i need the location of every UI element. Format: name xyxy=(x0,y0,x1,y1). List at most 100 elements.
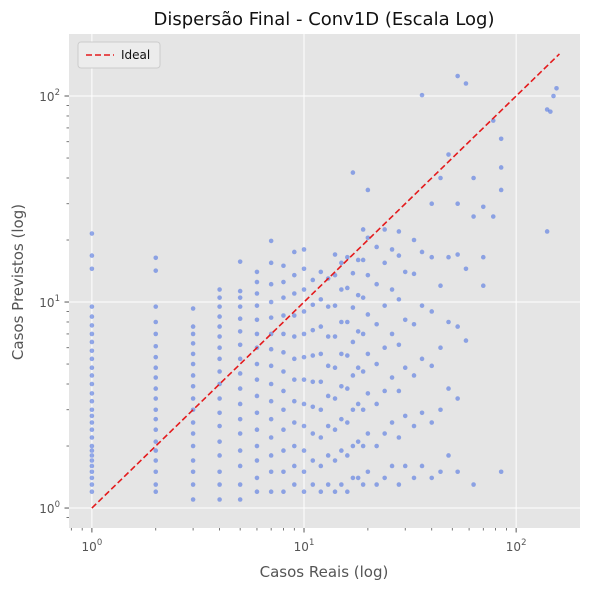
data-point xyxy=(360,295,366,300)
data-point xyxy=(355,292,361,298)
data-point xyxy=(301,287,307,292)
data-point xyxy=(355,401,361,407)
data-point xyxy=(153,304,159,309)
data-point xyxy=(318,379,324,385)
data-point xyxy=(89,266,95,272)
data-point xyxy=(332,303,338,308)
data-point xyxy=(318,324,324,329)
data-point xyxy=(217,295,222,300)
data-point xyxy=(480,204,486,210)
data-point xyxy=(153,365,159,370)
data-point xyxy=(438,283,443,289)
data-point xyxy=(89,231,95,236)
data-point xyxy=(301,247,307,252)
data-point xyxy=(310,482,316,487)
data-point xyxy=(498,469,504,475)
data-point xyxy=(190,497,196,502)
data-point xyxy=(350,407,356,413)
data-point xyxy=(153,458,159,463)
data-point xyxy=(237,295,243,300)
data-point xyxy=(339,351,344,357)
data-point xyxy=(429,201,435,207)
data-point xyxy=(365,187,371,193)
data-point xyxy=(89,469,95,475)
data-point xyxy=(281,448,286,453)
data-point xyxy=(190,361,196,367)
data-point xyxy=(190,306,196,311)
data-point xyxy=(360,443,366,449)
data-point xyxy=(325,334,331,339)
data-point xyxy=(551,93,556,99)
data-point xyxy=(318,351,324,357)
data-point xyxy=(365,312,371,317)
data-point xyxy=(498,136,504,142)
data-point xyxy=(281,427,286,433)
data-point xyxy=(396,297,402,302)
data-point xyxy=(471,482,476,487)
data-point xyxy=(429,309,435,314)
data-point xyxy=(217,334,222,339)
data-point xyxy=(446,152,451,157)
data-point xyxy=(350,305,356,310)
data-point xyxy=(374,321,379,327)
data-point xyxy=(345,489,350,495)
data-point xyxy=(268,238,274,244)
data-point xyxy=(153,482,159,487)
data-point xyxy=(345,319,350,325)
data-point xyxy=(254,393,260,399)
data-point xyxy=(89,458,95,463)
x-tick-exponent: 1 xyxy=(309,538,314,548)
data-point xyxy=(355,439,361,444)
data-point xyxy=(153,416,159,422)
data-point xyxy=(325,363,331,369)
data-point xyxy=(345,353,350,358)
data-point xyxy=(281,263,286,269)
data-point xyxy=(455,324,460,329)
data-point xyxy=(190,351,196,357)
data-point xyxy=(217,345,222,351)
data-point xyxy=(345,386,350,391)
data-point xyxy=(153,354,159,360)
data-point xyxy=(268,398,274,404)
y-tick-base: 10 xyxy=(39,502,54,516)
data-point xyxy=(402,413,408,419)
data-point xyxy=(396,229,402,234)
data-point xyxy=(268,346,274,352)
data-point xyxy=(217,314,222,319)
data-point xyxy=(190,443,196,449)
data-point xyxy=(254,317,260,323)
data-point xyxy=(339,383,344,389)
data-point xyxy=(254,303,260,308)
data-point xyxy=(292,463,297,469)
data-point xyxy=(153,448,159,453)
data-point xyxy=(332,334,338,339)
data-point xyxy=(217,482,222,487)
data-point xyxy=(365,235,371,241)
data-point xyxy=(554,86,559,91)
data-point xyxy=(217,304,222,309)
data-point xyxy=(190,420,196,425)
data-point xyxy=(402,269,408,275)
data-point xyxy=(345,285,350,291)
data-point xyxy=(281,407,286,413)
data-point xyxy=(89,331,95,337)
data-point xyxy=(268,453,274,458)
data-point xyxy=(281,313,286,318)
data-point xyxy=(325,482,331,487)
data-point xyxy=(310,404,316,410)
data-point xyxy=(292,356,297,362)
data-point xyxy=(153,268,159,273)
data-point xyxy=(480,283,486,289)
legend-label: Ideal xyxy=(121,48,150,62)
data-point xyxy=(411,423,417,429)
legend-box xyxy=(77,41,161,69)
data-point xyxy=(411,237,417,243)
data-point xyxy=(281,350,286,355)
data-point xyxy=(190,469,196,475)
data-point xyxy=(365,351,371,357)
data-point xyxy=(292,482,297,487)
data-point xyxy=(89,314,95,319)
data-point xyxy=(396,342,402,348)
